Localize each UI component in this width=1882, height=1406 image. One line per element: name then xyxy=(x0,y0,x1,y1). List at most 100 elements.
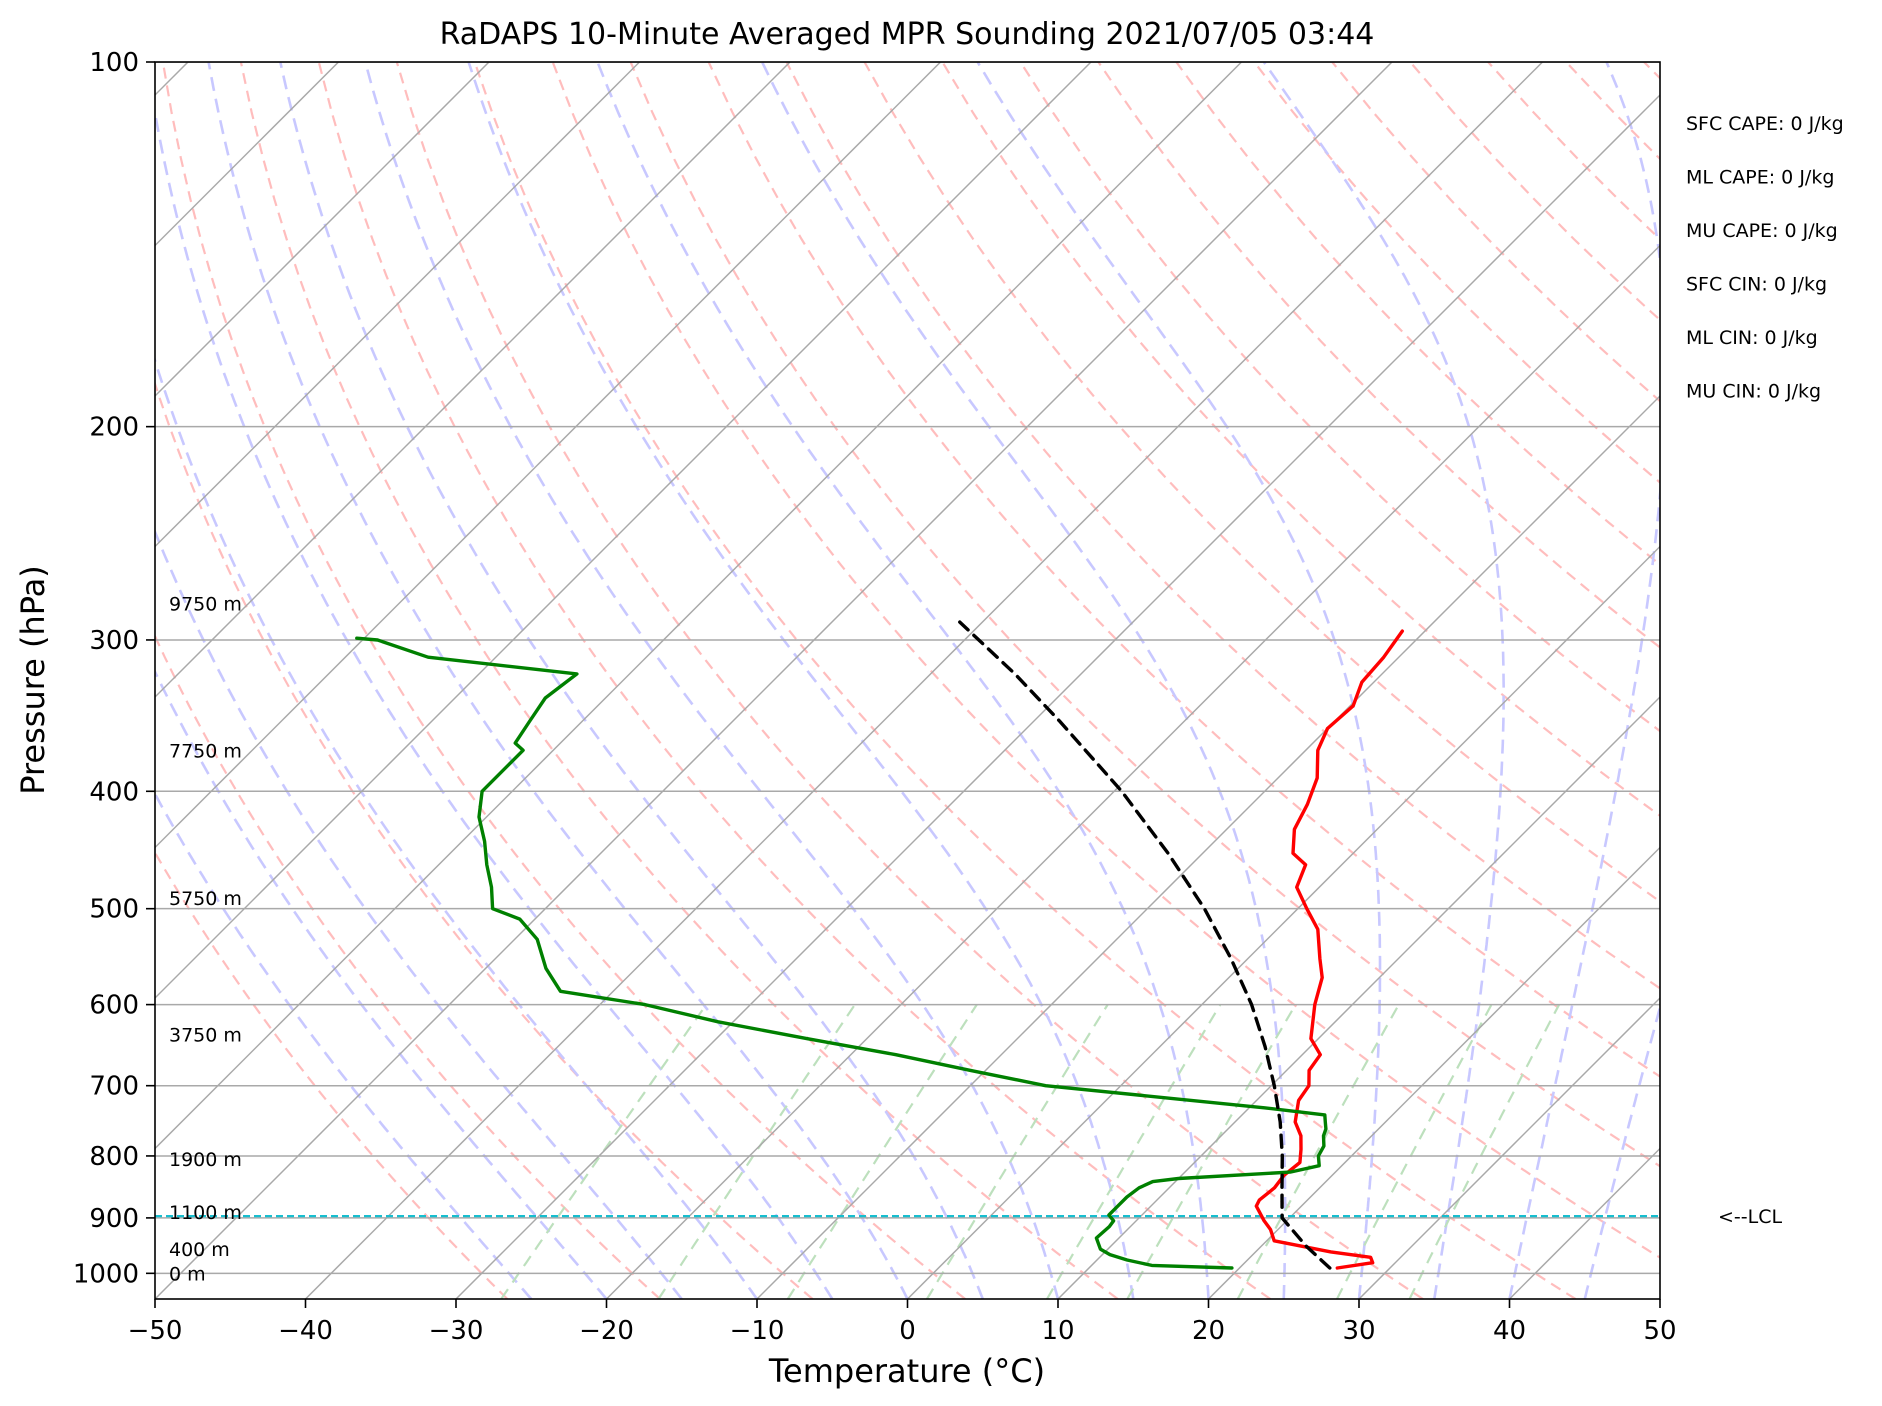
parcel-profile-line xyxy=(958,620,1332,1270)
y-tick-label: 700 xyxy=(89,1072,139,1102)
dry-adiabat-line xyxy=(395,62,1424,1299)
isotherm-line xyxy=(455,93,1660,1299)
mixing-ratio-line xyxy=(657,1003,856,1299)
dry-adiabat-line xyxy=(155,850,509,1299)
isotherm-line xyxy=(155,62,942,849)
mixing-ratio-line xyxy=(1126,1004,1297,1299)
moist-adiabat-line xyxy=(207,62,909,1299)
dry-adiabat-line xyxy=(155,633,661,1299)
dry-adiabat-line xyxy=(239,62,1119,1299)
x-tick-label: −10 xyxy=(730,1316,785,1346)
isotherm-line xyxy=(155,62,1092,1000)
stability-index-label: MU CAPE: 0 J/kg xyxy=(1686,220,1838,242)
axis-ticks-layer: −50 −40 −30 −20 −10 0 10 20 30 40 50 100 200 300 400 50… xyxy=(73,48,1677,1346)
dry-adiabat-line xyxy=(1097,62,1660,649)
stability-index-label: MU CIN: 0 J/kg xyxy=(1686,381,1821,403)
moist-adiabat-line xyxy=(1583,1002,1660,1299)
y-tick-label: 400 xyxy=(89,777,139,807)
dry-adiabat-line xyxy=(629,62,1660,1168)
y-axis-title: Pressure (hPa) xyxy=(14,565,52,795)
stability-index-label: SFC CAPE: 0 J/kg xyxy=(1686,113,1844,135)
isotherm-line xyxy=(756,394,1660,1299)
moist-adiabat-line xyxy=(467,62,1135,1299)
height-label: 1100 m xyxy=(169,1202,242,1224)
height-label: 1900 m xyxy=(169,1149,242,1171)
moist-adiabat-line xyxy=(155,668,608,1299)
moist-adiabat-line xyxy=(1508,62,1660,1299)
x-tick-label: 40 xyxy=(1493,1316,1526,1346)
x-axis-title: Temperature (°C) xyxy=(768,1352,1045,1390)
moist-adiabat-line xyxy=(155,528,683,1299)
isotherm-line xyxy=(155,62,791,699)
background-lines-layer xyxy=(155,62,1660,1299)
moist-adiabat-line xyxy=(364,62,1060,1299)
x-tick-label: −20 xyxy=(579,1316,634,1346)
temperature-profile-line xyxy=(1254,629,1404,1270)
x-tick-label: 20 xyxy=(1192,1316,1225,1346)
moist-adiabat-line xyxy=(976,62,1382,1299)
height-label: 400 m xyxy=(169,1239,230,1261)
isotherm-line xyxy=(1358,996,1660,1299)
stability-index-label: ML CIN: 0 J/kg xyxy=(1686,327,1818,349)
moist-adiabat-line xyxy=(155,105,834,1299)
height-label: 5750 m xyxy=(169,888,242,910)
isotherm-line xyxy=(1057,695,1660,1299)
height-label: 3750 m xyxy=(169,1024,242,1046)
isotherm-line xyxy=(304,62,1544,1299)
mixing-ratio-line xyxy=(786,1003,978,1299)
moist-adiabat-line xyxy=(596,62,1210,1299)
x-tick-label: 30 xyxy=(1342,1316,1375,1346)
dry-adiabat-line xyxy=(863,62,1660,903)
moist-adiabat-line xyxy=(1262,62,1506,1299)
mixing-ratio-line xyxy=(1408,1004,1561,1299)
dry-adiabat-line xyxy=(473,62,1577,1299)
isotherm-line xyxy=(155,62,1243,1150)
x-tick-label: −40 xyxy=(278,1316,333,1346)
y-tick-label: 300 xyxy=(89,626,139,656)
height-label: 9750 m xyxy=(169,594,242,616)
grid-layer xyxy=(155,62,1660,1299)
height-label: 0 m xyxy=(169,1263,206,1285)
lcl-label: <--LCL xyxy=(1718,1206,1782,1228)
isotherm-line xyxy=(155,62,490,398)
data-series-layer xyxy=(155,620,1660,1270)
dry-adiabat-line xyxy=(551,62,1660,1259)
mixing-ratio-line xyxy=(1336,1004,1493,1299)
stability-index-label: ML CAPE: 0 J/kg xyxy=(1686,167,1834,189)
y-tick-label: 200 xyxy=(89,413,139,443)
dry-adiabat-line xyxy=(707,62,1660,1078)
y-tick-label: 600 xyxy=(89,991,139,1021)
y-tick-label: 900 xyxy=(89,1204,139,1234)
isotherm-line xyxy=(155,62,641,548)
y-tick-label: 1000 xyxy=(73,1259,139,1289)
chart-title: RaDAPS 10-Minute Averaged MPR Sounding 2… xyxy=(440,17,1375,52)
mixing-ratio-line xyxy=(1236,1004,1400,1299)
moist-adiabat-line xyxy=(760,62,1287,1299)
x-tick-label: −30 xyxy=(429,1316,484,1346)
mixing-ratio-line xyxy=(500,1003,708,1299)
dry-adiabat-line xyxy=(785,62,1660,990)
mixing-ratio-line xyxy=(925,1004,1109,1299)
mixing-ratio-line xyxy=(1046,1004,1222,1299)
stability-index-label: SFC CIN: 0 J/kg xyxy=(1686,274,1827,296)
isotherm-line xyxy=(1207,846,1660,1299)
isotherm-line xyxy=(155,62,1393,1299)
x-tick-label: 0 xyxy=(899,1316,916,1346)
dry-adiabat-line xyxy=(1019,62,1660,733)
dry-adiabat-line xyxy=(161,62,966,1299)
moist-adiabat-line xyxy=(279,62,985,1299)
y-tick-label: 100 xyxy=(89,48,139,78)
x-tick-label: 10 xyxy=(1041,1316,1074,1346)
moist-adiabat-line xyxy=(155,791,533,1299)
dewpoint-profile-line xyxy=(355,636,1328,1270)
moist-adiabat-line xyxy=(155,356,759,1299)
y-tick-label: 800 xyxy=(89,1142,139,1172)
dry-adiabat-line xyxy=(317,62,1272,1299)
isotherm-line xyxy=(605,244,1660,1299)
x-tick-label: −50 xyxy=(128,1316,183,1346)
y-tick-label: 500 xyxy=(89,895,139,925)
height-label: 7750 m xyxy=(169,740,242,762)
x-tick-label: 50 xyxy=(1643,1316,1676,1346)
